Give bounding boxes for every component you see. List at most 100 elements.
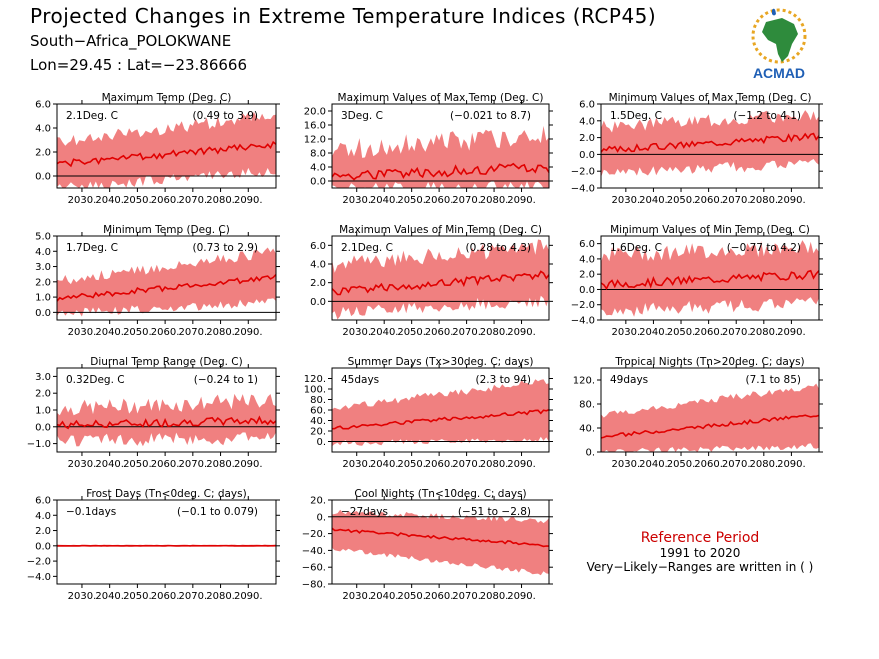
y-tick-label: 4.0 [35,124,51,135]
likely-range: (−0.77 to 4.2) [727,242,801,254]
x-tick-label: 2060. [151,591,180,602]
coordinates-label: Lon=29.45 : Lat=−23.86666 [30,56,248,74]
chart-title: Tropical Nights (Tn>20deg. C; days) [614,356,804,368]
y-tick-label: 2.0 [35,148,51,159]
x-tick-label: 2030. [612,459,641,470]
x-tick-label: 2040. [639,195,668,206]
x-tick-label: 2050. [397,459,426,470]
x-tick-label: 2040. [370,195,399,206]
y-tick-label: 3.0 [35,372,51,383]
x-tick-label: 2040. [370,591,399,602]
likely-range: (0.28 to 4.3) [466,242,532,254]
y-tick-label: 0.0 [35,172,51,183]
x-tick-label: 2080. [749,327,778,338]
y-tick-label: 6.0 [35,100,51,111]
x-tick-label: 2060. [151,327,180,338]
y-tick-label: 0. [316,512,326,523]
x-tick-label: 2070. [452,327,481,338]
x-tick-label: 2040. [95,591,124,602]
x-tick-label: 2090. [777,195,806,206]
plot-frame [600,103,820,189]
y-tick-label: 6.0 [579,239,595,250]
y-tick-label: 8.0 [310,149,326,160]
y-tick-label: −4.0 [571,184,595,195]
chart-title: Frost Days (Tn<0deg. C; days) [86,488,246,500]
likely-range: (7.1 to 85) [746,374,801,386]
range-band [57,111,276,188]
y-tick-label: −1.0 [27,439,51,450]
x-tick-label: 2050. [397,195,426,206]
y-tick-label: 2.0 [35,526,51,537]
y-tick-label: 4.0 [35,511,51,522]
chart-3: −4.0 −2.0 0.0 2.0 4.0 6.0 2030.2040.2050.2060.… [571,92,823,206]
x-tick-label: 2040. [95,195,124,206]
x-tick-label: 2030. [342,195,371,206]
x-tick-label: 2050. [667,459,696,470]
x-tick-label: 2090. [507,459,536,470]
change-value: 2.1Deg. C [341,242,393,254]
chart-title: Maximum Temp (Deg. C) [102,92,232,104]
y-tick-label: 4.0 [310,260,326,271]
y-tick-label: −2.0 [571,300,595,311]
chart-title: Maximum Values of Max Temp (Deg. C) [338,92,544,104]
plot-frame [600,367,820,453]
y-tick-label: 40. [310,416,326,427]
x-tick-label: 2030. [342,591,371,602]
y-tick-label: 80. [579,400,595,411]
chart-title: Summer Days (Tx>30deg. C; days) [348,356,534,368]
likely-range: (−1.2 to 4.1) [733,110,801,122]
likely-range: (0.49 to 3.9) [193,110,259,122]
y-tick-label: −2.0 [571,167,595,178]
chart-title: Cool Nights (Tn<10deg. C; days) [354,488,526,500]
median-line [600,414,820,439]
x-tick-label: 2060. [151,459,180,470]
y-tick-label: 0. [585,448,595,459]
y-tick-label: 80. [310,395,326,406]
x-tick-label: 2050. [397,591,426,602]
x-tick-label: 2080. [206,591,235,602]
y-tick-label: −2.0 [27,557,51,568]
change-value: 3Deg. C [341,110,383,122]
plot-frame [56,103,277,189]
y-tick-label: 20.0 [304,107,326,118]
y-tick-label: 100. [304,385,326,396]
svg-text:ACMAD: ACMAD [753,65,805,81]
x-tick-label: 2070. [179,327,208,338]
chart-7: −1.0 0.0 1.0 2.0 3.0 2030. 2040. 2050. 2060. 2070… [27,356,280,470]
x-tick-label: 2080. [480,459,509,470]
x-tick-label: 2090. [507,591,536,602]
x-tick-label: 2080. [206,459,235,470]
x-tick-label: 2030. [612,195,641,206]
chart-10: −4.0 −2.0 0.0 2.0 4.0 6.0 2030. 2040. 2050. 2060.… [27,488,280,602]
x-tick-label: 2050. [123,327,152,338]
page-title: Projected Changes in Extreme Temperature… [30,4,657,28]
change-value: 0.32Deg. C [66,374,125,386]
change-value: −0.1days [66,506,116,518]
y-tick-label: −4.0 [27,572,51,583]
x-tick-label: 2080. [749,459,778,470]
y-tick-label: 16.0 [304,121,326,132]
x-tick-label: 2030. [68,327,97,338]
plot-frame [56,499,277,585]
chart-5: 0.0 2.0 4.0 6.0 2030.2040.2050.2060.2070.208… [310,224,553,338]
x-tick-label: 2080. [206,195,235,206]
median-line [600,269,820,291]
y-tick-label: 4.0 [579,116,595,127]
acmad-logo: ACMAD [751,8,807,81]
chart-9: 0. 40. 80. 120. 2030.2040.2050.2060.2070.208… [573,356,823,470]
x-tick-label: 2080. [480,195,509,206]
chart-2: 0.0 4.0 8.0 12.0 16.0 20.0 2030.2040.2050.2060… [304,92,553,206]
x-tick-label: 2080. [480,327,509,338]
x-tick-label: 2080. [749,195,778,206]
x-tick-label: 2060. [425,327,454,338]
x-tick-label: 2080. [480,591,509,602]
plot-frame [600,235,820,321]
y-tick-label: 2.0 [310,278,326,289]
median-line [56,274,277,302]
y-tick-label: 20. [310,496,326,507]
y-tick-label: 0.0 [310,297,326,308]
y-tick-label: 0.0 [35,308,51,319]
median-line [331,527,550,548]
y-tick-label: −4.0 [571,316,595,327]
